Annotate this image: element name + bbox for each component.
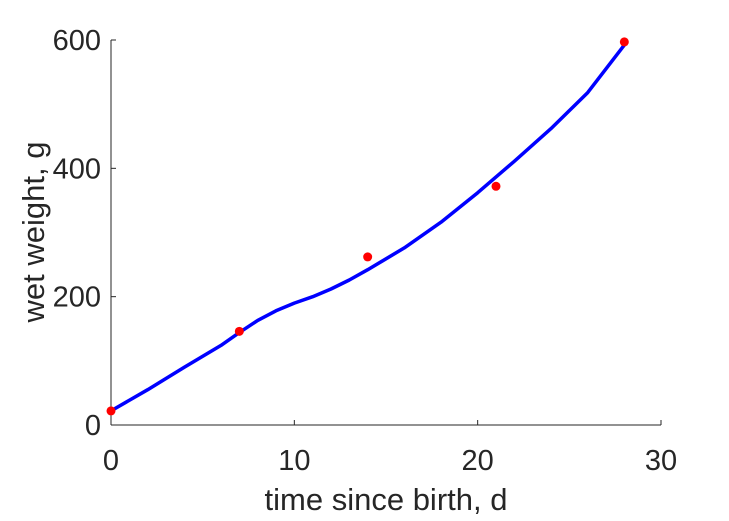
y-ticks: 0 200 400 600 [53, 25, 116, 442]
x-tick-label: 10 [278, 445, 310, 477]
axes [110, 40, 661, 426]
x-axis-title: time since birth, d [265, 482, 508, 517]
data-point [234, 326, 244, 336]
y-axis-title: wet weight, g [16, 142, 51, 324]
x-tick-label: 30 [645, 445, 677, 477]
y-tick-label: 0 [85, 410, 101, 442]
x-tick-label: 0 [103, 445, 119, 477]
data-point [619, 37, 629, 47]
x-ticks: 0 10 20 30 [103, 420, 677, 477]
x-tick-label: 20 [462, 445, 494, 477]
data-point [106, 406, 116, 416]
series-layer [106, 37, 629, 416]
y-tick-label: 400 [53, 153, 101, 185]
data-point [363, 252, 373, 262]
y-tick-label: 600 [53, 25, 101, 57]
fit-curve [109, 43, 627, 413]
y-tick-label: 200 [53, 282, 101, 314]
data-point [491, 181, 501, 191]
